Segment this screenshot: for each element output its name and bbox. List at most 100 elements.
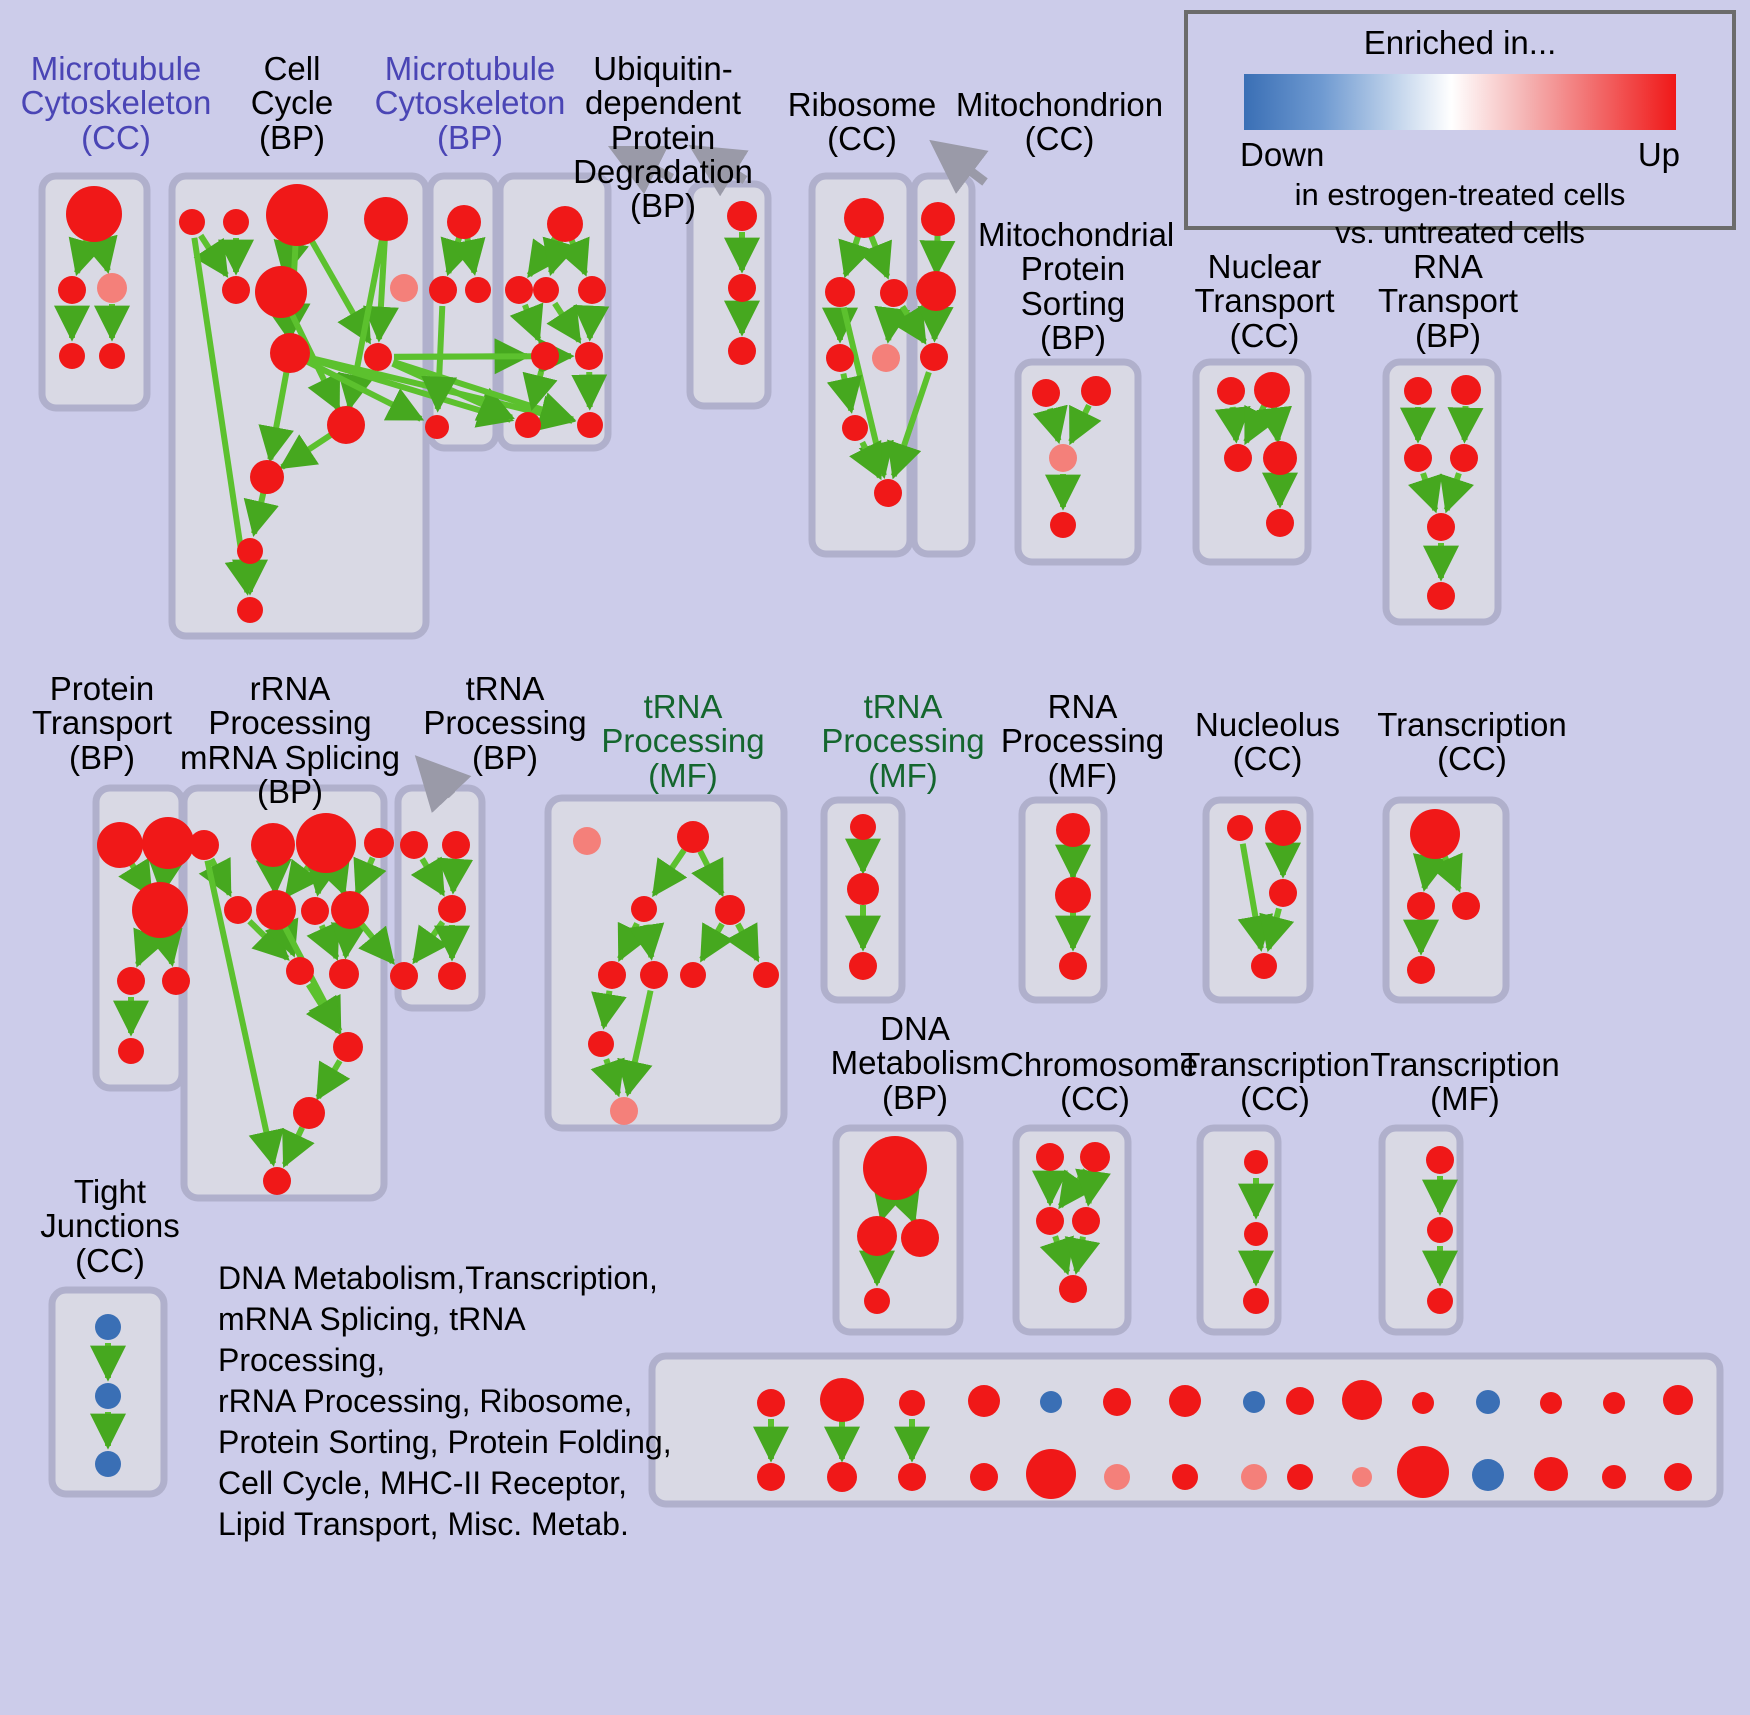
network-node[interactable] — [753, 962, 779, 988]
network-node[interactable] — [1663, 1385, 1693, 1415]
network-node[interactable] — [598, 961, 626, 989]
network-node[interactable] — [610, 1097, 638, 1125]
network-node[interactable] — [270, 333, 310, 373]
network-node[interactable] — [1224, 444, 1252, 472]
network-node[interactable] — [95, 1451, 121, 1477]
network-node[interactable] — [715, 895, 745, 925]
network-node[interactable] — [1055, 877, 1091, 913]
network-node[interactable] — [1426, 1146, 1454, 1174]
network-node[interactable] — [1036, 1143, 1064, 1171]
network-node[interactable] — [95, 1314, 121, 1340]
network-node[interactable] — [1342, 1380, 1382, 1420]
network-node[interactable] — [263, 1167, 291, 1195]
network-node[interactable] — [429, 276, 457, 304]
network-node[interactable] — [1602, 1465, 1626, 1489]
network-node[interactable] — [920, 343, 948, 371]
network-node[interactable] — [1540, 1392, 1562, 1414]
network-node[interactable] — [1040, 1391, 1062, 1413]
network-node[interactable] — [255, 266, 307, 318]
network-node[interactable] — [1352, 1467, 1372, 1487]
network-node[interactable] — [1241, 1464, 1267, 1490]
network-node[interactable] — [189, 830, 219, 860]
network-node[interactable] — [1664, 1463, 1692, 1491]
network-node[interactable] — [1104, 1464, 1130, 1490]
network-node[interactable] — [970, 1463, 998, 1491]
network-node[interactable] — [1410, 809, 1460, 859]
network-node[interactable] — [1265, 810, 1301, 846]
network-node[interactable] — [251, 823, 295, 867]
network-node[interactable] — [1050, 512, 1076, 538]
network-node[interactable] — [66, 186, 122, 242]
network-node[interactable] — [863, 1136, 927, 1200]
network-node[interactable] — [162, 967, 190, 995]
network-node[interactable] — [1427, 582, 1455, 610]
network-node[interactable] — [847, 873, 879, 905]
network-node[interactable] — [425, 415, 449, 439]
network-node[interactable] — [515, 412, 541, 438]
network-node[interactable] — [1407, 956, 1435, 984]
network-node[interactable] — [400, 831, 428, 859]
network-node[interactable] — [223, 209, 249, 235]
network-node[interactable] — [899, 1390, 925, 1416]
network-node[interactable] — [1534, 1457, 1568, 1491]
network-node[interactable] — [1452, 892, 1480, 920]
network-node[interactable] — [968, 1385, 1000, 1417]
network-node[interactable] — [179, 209, 205, 235]
network-node[interactable] — [573, 827, 601, 855]
network-node[interactable] — [631, 896, 657, 922]
network-node[interactable] — [1059, 1275, 1087, 1303]
network-node[interactable] — [390, 274, 418, 302]
network-node[interactable] — [465, 277, 491, 303]
network-node[interactable] — [1263, 441, 1297, 475]
network-node[interactable] — [857, 1216, 897, 1256]
network-node[interactable] — [364, 828, 394, 858]
network-node[interactable] — [728, 274, 756, 302]
network-node[interactable] — [880, 279, 908, 307]
network-node[interactable] — [1244, 1222, 1268, 1246]
network-node[interactable] — [296, 813, 356, 873]
network-node[interactable] — [1243, 1391, 1265, 1413]
network-node[interactable] — [849, 952, 877, 980]
network-node[interactable] — [531, 342, 559, 370]
network-node[interactable] — [1036, 1207, 1064, 1235]
network-node[interactable] — [575, 342, 603, 370]
network-node[interactable] — [1072, 1207, 1100, 1235]
network-node[interactable] — [364, 343, 392, 371]
network-node[interactable] — [1397, 1446, 1449, 1498]
network-node[interactable] — [677, 821, 709, 853]
network-node[interactable] — [728, 337, 756, 365]
network-node[interactable] — [1172, 1464, 1198, 1490]
network-node[interactable] — [1217, 377, 1245, 405]
network-node[interactable] — [826, 344, 854, 372]
network-node[interactable] — [1450, 444, 1478, 472]
network-node[interactable] — [1026, 1449, 1076, 1499]
network-node[interactable] — [132, 882, 188, 938]
network-node[interactable] — [58, 276, 86, 304]
network-node[interactable] — [1032, 379, 1060, 407]
network-node[interactable] — [97, 822, 143, 868]
network-node[interactable] — [142, 817, 194, 869]
network-node[interactable] — [588, 1031, 614, 1057]
network-node[interactable] — [329, 959, 359, 989]
network-node[interactable] — [850, 814, 876, 840]
network-node[interactable] — [266, 184, 328, 246]
network-node[interactable] — [547, 206, 583, 242]
network-node[interactable] — [1427, 1217, 1453, 1243]
network-node[interactable] — [1243, 1288, 1269, 1314]
network-node[interactable] — [95, 1383, 121, 1409]
network-node[interactable] — [293, 1097, 325, 1129]
network-node[interactable] — [1169, 1385, 1201, 1417]
network-node[interactable] — [222, 276, 250, 304]
network-node[interactable] — [327, 406, 365, 444]
network-node[interactable] — [1056, 813, 1090, 847]
network-node[interactable] — [99, 343, 125, 369]
network-node[interactable] — [331, 891, 369, 929]
network-node[interactable] — [825, 277, 855, 307]
network-node[interactable] — [1603, 1392, 1625, 1414]
network-node[interactable] — [1451, 375, 1481, 405]
network-node[interactable] — [844, 198, 884, 238]
network-node[interactable] — [1412, 1392, 1434, 1414]
network-node[interactable] — [864, 1288, 890, 1314]
network-node[interactable] — [1251, 953, 1277, 979]
network-node[interactable] — [1472, 1459, 1504, 1491]
